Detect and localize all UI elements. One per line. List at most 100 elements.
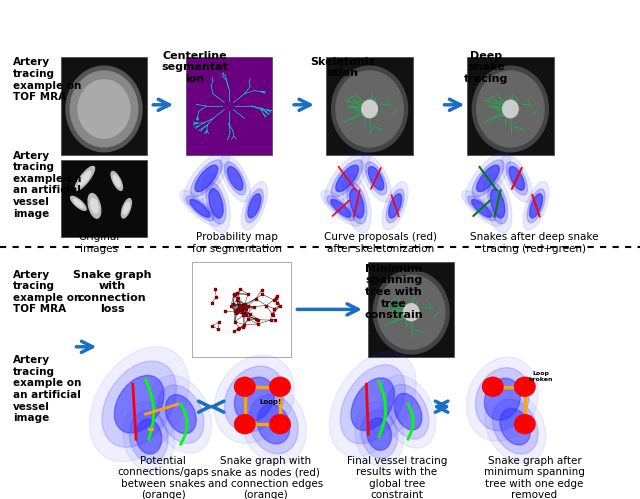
Point <box>231 309 241 317</box>
Text: Artery
tracing
example on
an artificial
vessel
image: Artery tracing example on an artificial … <box>13 355 81 423</box>
Ellipse shape <box>373 270 449 354</box>
Ellipse shape <box>382 182 408 230</box>
Ellipse shape <box>388 194 402 218</box>
Bar <box>106 362 205 457</box>
Point <box>207 322 217 330</box>
Ellipse shape <box>472 160 504 197</box>
Ellipse shape <box>79 171 91 186</box>
Text: Original
images: Original images <box>79 232 120 254</box>
Point <box>261 301 271 309</box>
Point <box>241 305 251 313</box>
Ellipse shape <box>66 66 142 152</box>
Bar <box>192 262 291 357</box>
Bar <box>467 160 554 237</box>
Point <box>269 304 279 312</box>
Ellipse shape <box>472 66 548 152</box>
Ellipse shape <box>270 415 291 434</box>
Point <box>226 302 236 310</box>
Ellipse shape <box>529 194 543 218</box>
Point <box>240 301 250 309</box>
Point <box>234 324 244 332</box>
Ellipse shape <box>502 100 518 118</box>
Ellipse shape <box>70 197 86 210</box>
Bar <box>342 362 429 457</box>
Point <box>234 302 244 310</box>
Ellipse shape <box>461 191 502 226</box>
Point <box>207 299 217 307</box>
Ellipse shape <box>190 200 210 217</box>
Ellipse shape <box>368 167 384 190</box>
Point <box>267 310 277 318</box>
Ellipse shape <box>234 377 275 421</box>
Ellipse shape <box>484 378 520 420</box>
Point <box>238 323 248 331</box>
Ellipse shape <box>351 378 394 431</box>
Ellipse shape <box>332 66 408 152</box>
Ellipse shape <box>336 165 358 192</box>
Ellipse shape <box>500 408 531 445</box>
Point <box>230 290 240 298</box>
Ellipse shape <box>227 167 243 190</box>
Ellipse shape <box>484 390 546 463</box>
Ellipse shape <box>157 385 204 444</box>
Text: Artery
tracing
example on
an artificial
vessel
image: Artery tracing example on an artificial … <box>13 151 81 219</box>
Ellipse shape <box>75 166 95 191</box>
Bar <box>454 362 550 457</box>
Ellipse shape <box>123 402 175 472</box>
Point <box>237 303 247 311</box>
Ellipse shape <box>477 165 499 192</box>
Point <box>210 284 220 292</box>
Ellipse shape <box>184 152 229 205</box>
Ellipse shape <box>492 399 538 454</box>
Ellipse shape <box>527 189 545 223</box>
Ellipse shape <box>523 182 549 230</box>
Ellipse shape <box>180 191 220 226</box>
Point <box>214 318 224 326</box>
Ellipse shape <box>468 196 495 221</box>
Bar <box>186 57 272 155</box>
Text: Snakes after deep snake
tracing (red+green): Snakes after deep snake tracing (red+gre… <box>470 232 598 254</box>
Ellipse shape <box>378 275 445 349</box>
Ellipse shape <box>506 162 527 195</box>
Point <box>249 302 259 310</box>
Ellipse shape <box>111 172 122 190</box>
Ellipse shape <box>467 357 538 441</box>
Ellipse shape <box>78 80 130 138</box>
Ellipse shape <box>136 419 162 454</box>
Point <box>243 315 253 323</box>
Point <box>253 320 263 328</box>
Ellipse shape <box>150 375 212 453</box>
Text: Skeletoniz
ation: Skeletoniz ation <box>310 56 375 78</box>
Ellipse shape <box>206 183 226 224</box>
Point <box>266 316 276 324</box>
Ellipse shape <box>331 200 351 217</box>
Point <box>251 315 261 323</box>
Ellipse shape <box>90 347 189 462</box>
Point <box>269 316 280 324</box>
Ellipse shape <box>91 199 98 213</box>
Ellipse shape <box>324 152 370 205</box>
Point <box>237 311 248 319</box>
Point <box>236 304 246 312</box>
Ellipse shape <box>191 160 222 197</box>
Bar <box>61 57 147 155</box>
Ellipse shape <box>241 182 268 230</box>
Point <box>251 295 261 303</box>
Ellipse shape <box>336 71 403 147</box>
Ellipse shape <box>367 418 392 450</box>
Ellipse shape <box>70 71 138 147</box>
Ellipse shape <box>195 165 218 192</box>
Text: Snake graph after
minimum spanning
tree with one edge
removed: Snake graph after minimum spanning tree … <box>484 456 585 499</box>
Ellipse shape <box>235 377 255 396</box>
Ellipse shape <box>330 352 416 457</box>
Ellipse shape <box>115 375 164 433</box>
Ellipse shape <box>472 200 492 217</box>
Ellipse shape <box>347 183 367 224</box>
Point <box>239 311 249 319</box>
Point <box>235 300 245 308</box>
Point <box>253 316 264 324</box>
Point <box>239 320 250 328</box>
Point <box>257 290 268 298</box>
Point <box>243 290 253 298</box>
Ellipse shape <box>165 395 196 434</box>
